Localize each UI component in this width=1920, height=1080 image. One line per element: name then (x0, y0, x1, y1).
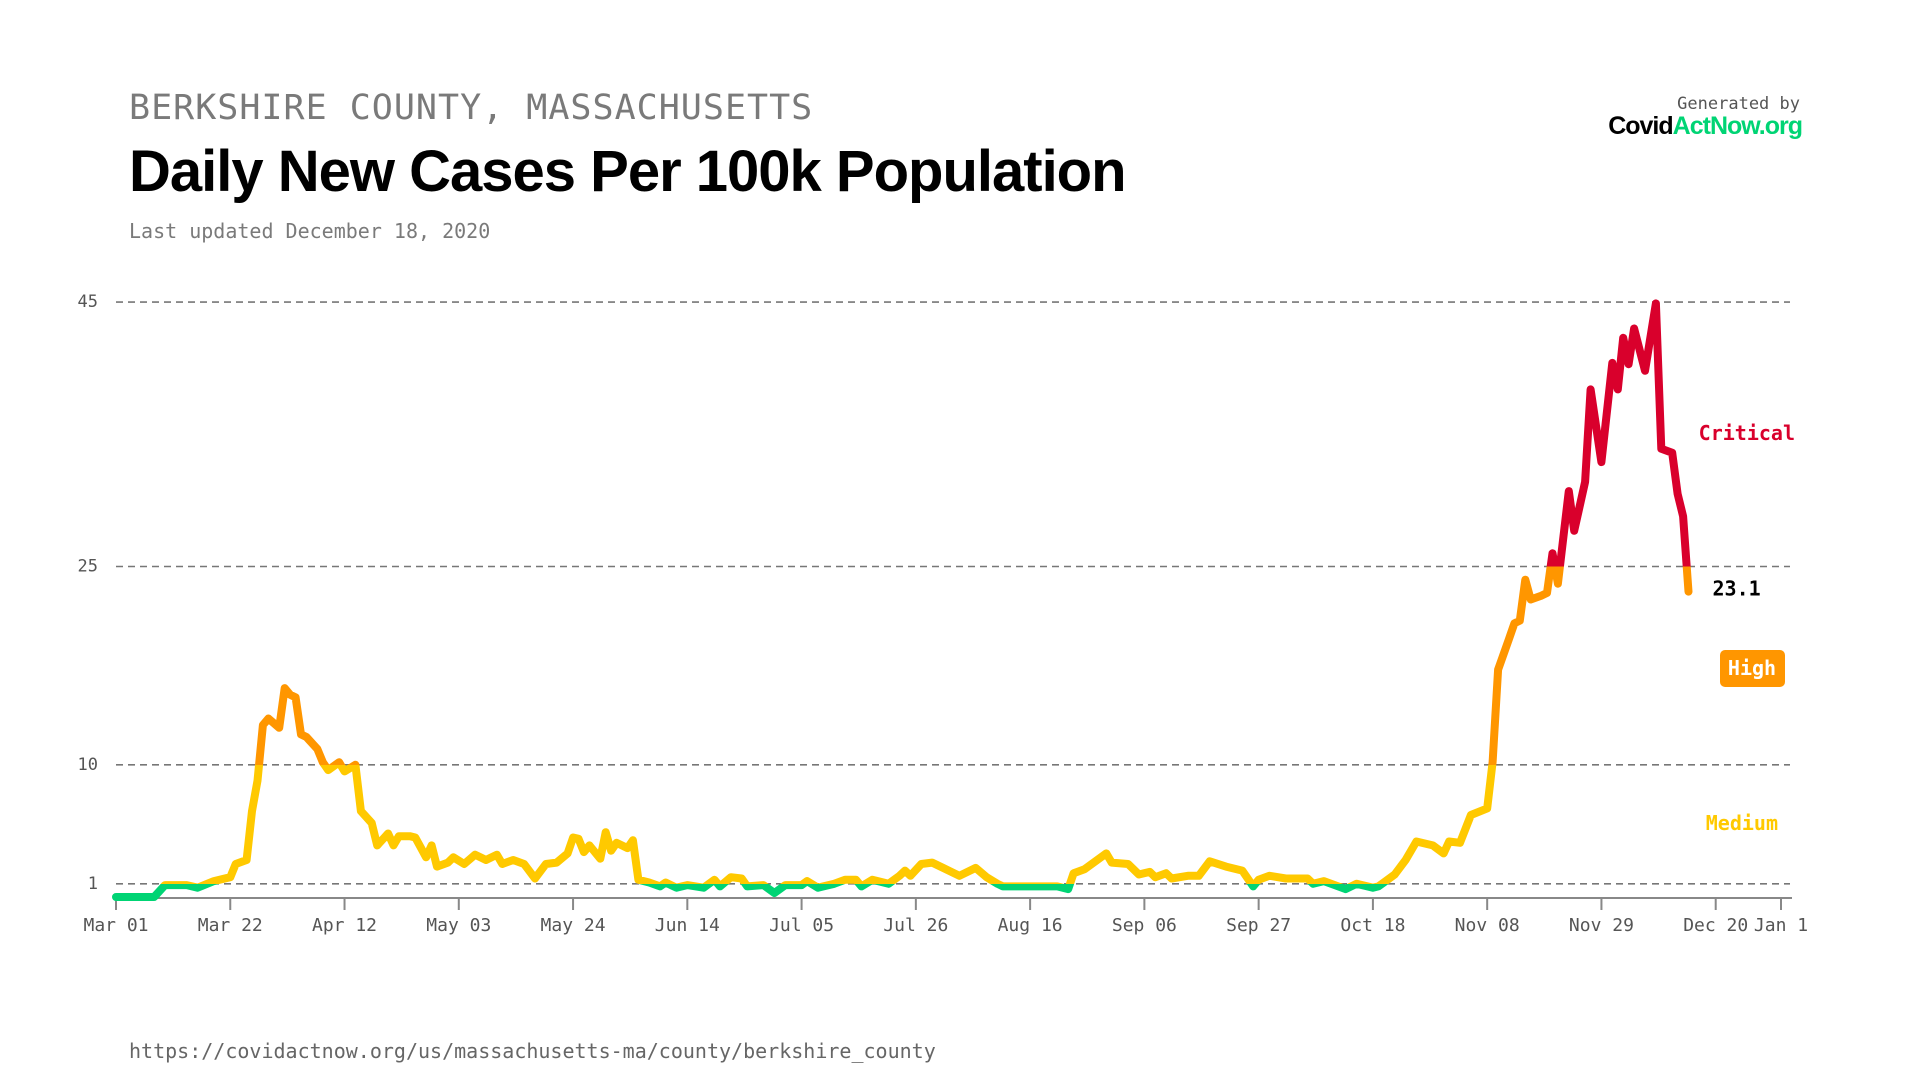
covidactnow-logo[interactable]: CovidActNow.org (1608, 112, 1803, 141)
y-tick-label: 10 (78, 755, 98, 775)
x-tick-label: Nov 08 (1455, 915, 1520, 936)
last-updated: Last updated December 18, 2020 (129, 219, 491, 243)
medium-level-label: Medium (1706, 811, 1778, 835)
x-axis: Mar 01 Mar 22 Apr 12 May 03 May 24 Jun 14 Jul … (83, 897, 1808, 936)
x-tick-label: Jul 05 (769, 915, 834, 936)
y-tick-label: 45 (78, 292, 98, 312)
source-url[interactable]: https://covidactnow.org/us/massachusetts… (129, 1039, 936, 1063)
x-tick-label: Mar 22 (198, 915, 263, 936)
x-tick-label: Sep 06 (1112, 915, 1177, 936)
region-subtitle: BERKSHIRE COUNTY, MASSACHUSETTS (129, 88, 814, 128)
y-tick-label: 25 (78, 557, 98, 577)
gridlines (116, 301, 1790, 885)
x-tick-label: Aug 16 (998, 915, 1063, 936)
x-tick-label: Jan 1 (1754, 915, 1808, 936)
last-value-label: 23.1 (1713, 577, 1761, 601)
x-tick-label: May 24 (541, 915, 606, 936)
x-tick-label: Apr 12 (312, 915, 377, 936)
current-level-badge (1720, 650, 1785, 687)
logo-part-1: Covid (1608, 112, 1673, 140)
level-labels: Critical 23.1 High Medium (1699, 421, 1795, 835)
x-tick-label: Sep 27 (1226, 915, 1291, 936)
critical-level-label: Critical (1699, 421, 1795, 445)
x-tick-label: Nov 29 (1569, 915, 1634, 936)
x-tick-label: Dec 20 (1683, 915, 1748, 936)
series-line (112, 299, 1693, 901)
chart-title: Daily New Cases Per 100k Population (129, 139, 1127, 204)
x-tick-label: Oct 18 (1340, 915, 1405, 936)
high-level-label: High (1728, 656, 1776, 680)
x-tick-label: May 03 (426, 915, 491, 936)
x-tick-label: Jul 26 (883, 915, 948, 936)
y-axis-ticks: 1 10 25 45 (78, 292, 98, 894)
logo-part-2: ActNow.org (1672, 112, 1803, 140)
generated-by-label: Generated by (1677, 94, 1800, 114)
y-tick-label: 1 (88, 874, 98, 894)
x-tick-label: Jun 14 (655, 915, 720, 936)
x-tick-label: Mar 01 (83, 915, 148, 936)
